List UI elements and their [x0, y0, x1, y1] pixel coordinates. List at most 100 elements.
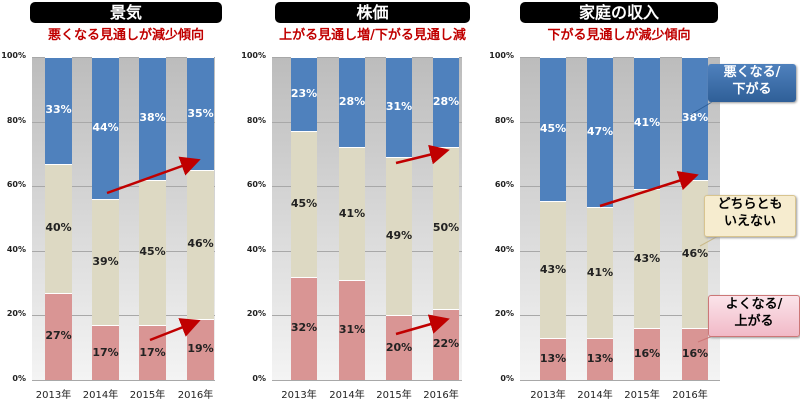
bar-segment-bad: [433, 57, 459, 148]
bar-segment-good: [540, 338, 566, 380]
data-label: 32%: [290, 321, 318, 335]
bar-segment-good: [587, 338, 613, 380]
data-label: 41%: [633, 116, 661, 130]
y-tick-label: 100%: [241, 51, 266, 60]
y-tick-label: 20%: [246, 309, 266, 319]
bar-segment-neutral: [187, 170, 214, 319]
y-tick-label: 100%: [1, 51, 26, 60]
x-tick-label: 2013年: [35, 390, 72, 401]
gridline: [32, 380, 215, 381]
trend-arrow: [395, 314, 450, 336]
bar-segment-bad: [92, 57, 119, 200]
bar-segment-neutral: [386, 157, 412, 316]
chart-title: 景気: [30, 2, 222, 23]
data-label: 44%: [92, 121, 119, 135]
data-label: 46%: [681, 247, 709, 261]
bar-segment-bad: [587, 57, 613, 208]
data-label: 22%: [432, 337, 460, 351]
data-label: 23%: [290, 87, 318, 101]
bar-segment-neutral: [587, 207, 613, 339]
callout-pointer: [689, 101, 713, 116]
data-label: 38%: [139, 111, 166, 125]
bar-segment-bad: [386, 57, 412, 158]
x-tick-label: 2016年: [423, 390, 459, 401]
data-label: 31%: [385, 100, 413, 114]
data-label: 17%: [139, 345, 166, 359]
bar-segment-neutral: [339, 147, 365, 280]
data-label: 35%: [187, 106, 214, 120]
gridline: [520, 186, 720, 188]
y-tick-label: 60%: [246, 180, 266, 190]
bar-segment-bad: [291, 57, 317, 132]
y-tick-label: 40%: [494, 244, 514, 254]
data-label: 43%: [633, 251, 661, 265]
data-label: 28%: [432, 95, 460, 109]
chart-subtitle: 下がる見通しが減少傾向: [547, 28, 691, 43]
y-tick-label: 20%: [6, 309, 26, 319]
gridline: [520, 250, 720, 252]
bar-segment-bad: [339, 57, 365, 148]
data-label: 41%: [586, 265, 614, 279]
trend-arrow: [149, 318, 201, 342]
bar-segment-good: [291, 276, 317, 380]
data-label: 38%: [681, 111, 709, 125]
bar-segment-neutral: [92, 199, 119, 326]
y-tick-label: 0%: [12, 374, 26, 383]
y-tick-label: 60%: [494, 180, 514, 190]
bar-segment-neutral: [291, 131, 317, 277]
trend-arrow: [395, 144, 450, 165]
x-tick-label: 2016年: [672, 390, 708, 401]
trend-arrow: [599, 171, 699, 208]
x-tick-label: 2014年: [577, 390, 613, 401]
data-label: 13%: [586, 352, 614, 366]
gridline: [520, 57, 720, 58]
gridline: [520, 121, 720, 123]
gridline: [272, 250, 462, 252]
y-tick-label: 60%: [6, 180, 26, 190]
data-label: 50%: [432, 221, 460, 235]
data-label: 33%: [45, 103, 72, 117]
gridline: [272, 380, 462, 381]
y-tick-label: 100%: [489, 51, 514, 60]
data-label: 16%: [681, 347, 709, 361]
data-label: 47%: [586, 125, 614, 139]
x-tick-label: 2015年: [624, 390, 660, 401]
chart-title: 家庭の収入: [520, 2, 718, 23]
bar-segment-bad: [187, 57, 214, 171]
data-label: 40%: [45, 221, 72, 235]
bar-segment-good: [634, 328, 660, 380]
gridline: [272, 315, 462, 317]
legend-callout-good: よくなる/ 上がる: [708, 295, 800, 337]
y-tick-label: 40%: [6, 244, 26, 254]
legend-callout-bad: 悪くなる/ 下がる: [708, 64, 796, 102]
bar-segment-neutral: [433, 147, 459, 309]
bar-segment-good: [682, 328, 708, 380]
gridline: [32, 315, 215, 317]
bar-segment-bad: [634, 57, 660, 190]
data-label: 43%: [539, 262, 567, 276]
bar-segment-neutral: [540, 200, 566, 339]
chart-title: 株価: [275, 2, 470, 23]
data-label: 20%: [385, 340, 413, 354]
data-label: 16%: [633, 347, 661, 361]
data-label: 31%: [338, 322, 366, 336]
x-tick-label: 2013年: [530, 390, 566, 401]
x-tick-label: 2014年: [82, 390, 119, 401]
data-label: 49%: [385, 229, 413, 243]
data-label: 45%: [539, 121, 567, 135]
x-tick-label: 2013年: [281, 390, 317, 401]
bar-segment-bad: [540, 57, 566, 201]
y-tick-label: 40%: [246, 244, 266, 254]
data-label: 28%: [338, 95, 366, 109]
gridline: [32, 250, 215, 252]
y-tick-label: 20%: [494, 309, 514, 319]
x-tick-label: 2015年: [376, 390, 412, 401]
gridline: [272, 121, 462, 123]
data-label: 13%: [539, 352, 567, 366]
data-label: 45%: [290, 196, 318, 210]
y-tick-label: 0%: [252, 374, 266, 383]
y-tick-label: 80%: [6, 115, 26, 125]
data-label: 19%: [187, 342, 214, 356]
data-label: 46%: [187, 237, 214, 251]
